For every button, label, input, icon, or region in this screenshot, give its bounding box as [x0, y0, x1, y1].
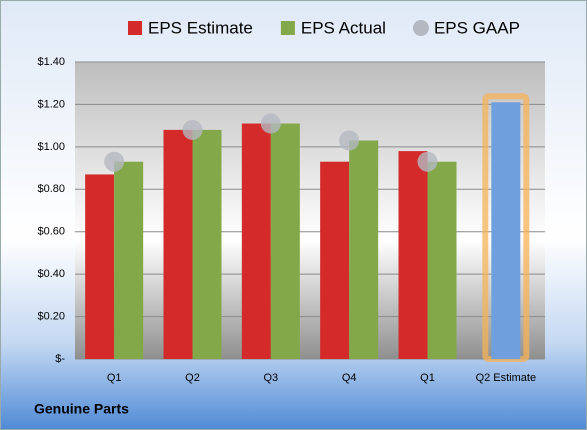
y-tick-label: $1.40 [37, 56, 65, 68]
legend-label: EPS GAAP [434, 18, 520, 37]
y-tick-label: $1.20 [37, 98, 65, 110]
gaap-marker [417, 151, 438, 172]
x-tick-label: Q1 [107, 372, 122, 384]
bar [270, 123, 300, 360]
legend-label: EPS Actual [301, 18, 386, 37]
plot-area [75, 62, 545, 359]
bar [491, 102, 521, 360]
legend-label: EPS Estimate [148, 18, 253, 37]
x-tick-label: Q4 [342, 372, 357, 384]
x-tick-label: Q2 [185, 372, 200, 384]
bar [192, 129, 222, 359]
bar [163, 129, 193, 359]
y-tick-label: $0.40 [37, 268, 65, 280]
bar [85, 174, 115, 359]
company-label: Genuine Parts [34, 401, 129, 417]
y-tick-label: $0.20 [37, 310, 65, 322]
bar [427, 161, 457, 359]
legend-marker [412, 20, 429, 36]
legend-marker [280, 21, 295, 35]
legend-marker [128, 21, 142, 35]
y-tick-label: $0.60 [37, 226, 65, 238]
bar [241, 123, 271, 360]
bar [320, 161, 350, 359]
gaap-marker [339, 130, 360, 151]
y-tick-label: $0.80 [37, 183, 65, 195]
x-tick-label: Q2 Estimate [476, 372, 537, 384]
gaap-marker [260, 113, 281, 134]
x-tick-label: Q1 [420, 372, 435, 384]
y-tick-label: $1.00 [37, 141, 65, 153]
gaap-marker [182, 119, 203, 140]
gaap-marker [104, 151, 125, 172]
y-tick-label: $- [55, 353, 65, 365]
bar [398, 151, 428, 359]
bar [349, 140, 379, 359]
bar [114, 161, 144, 359]
x-tick-label: Q3 [263, 372, 278, 384]
